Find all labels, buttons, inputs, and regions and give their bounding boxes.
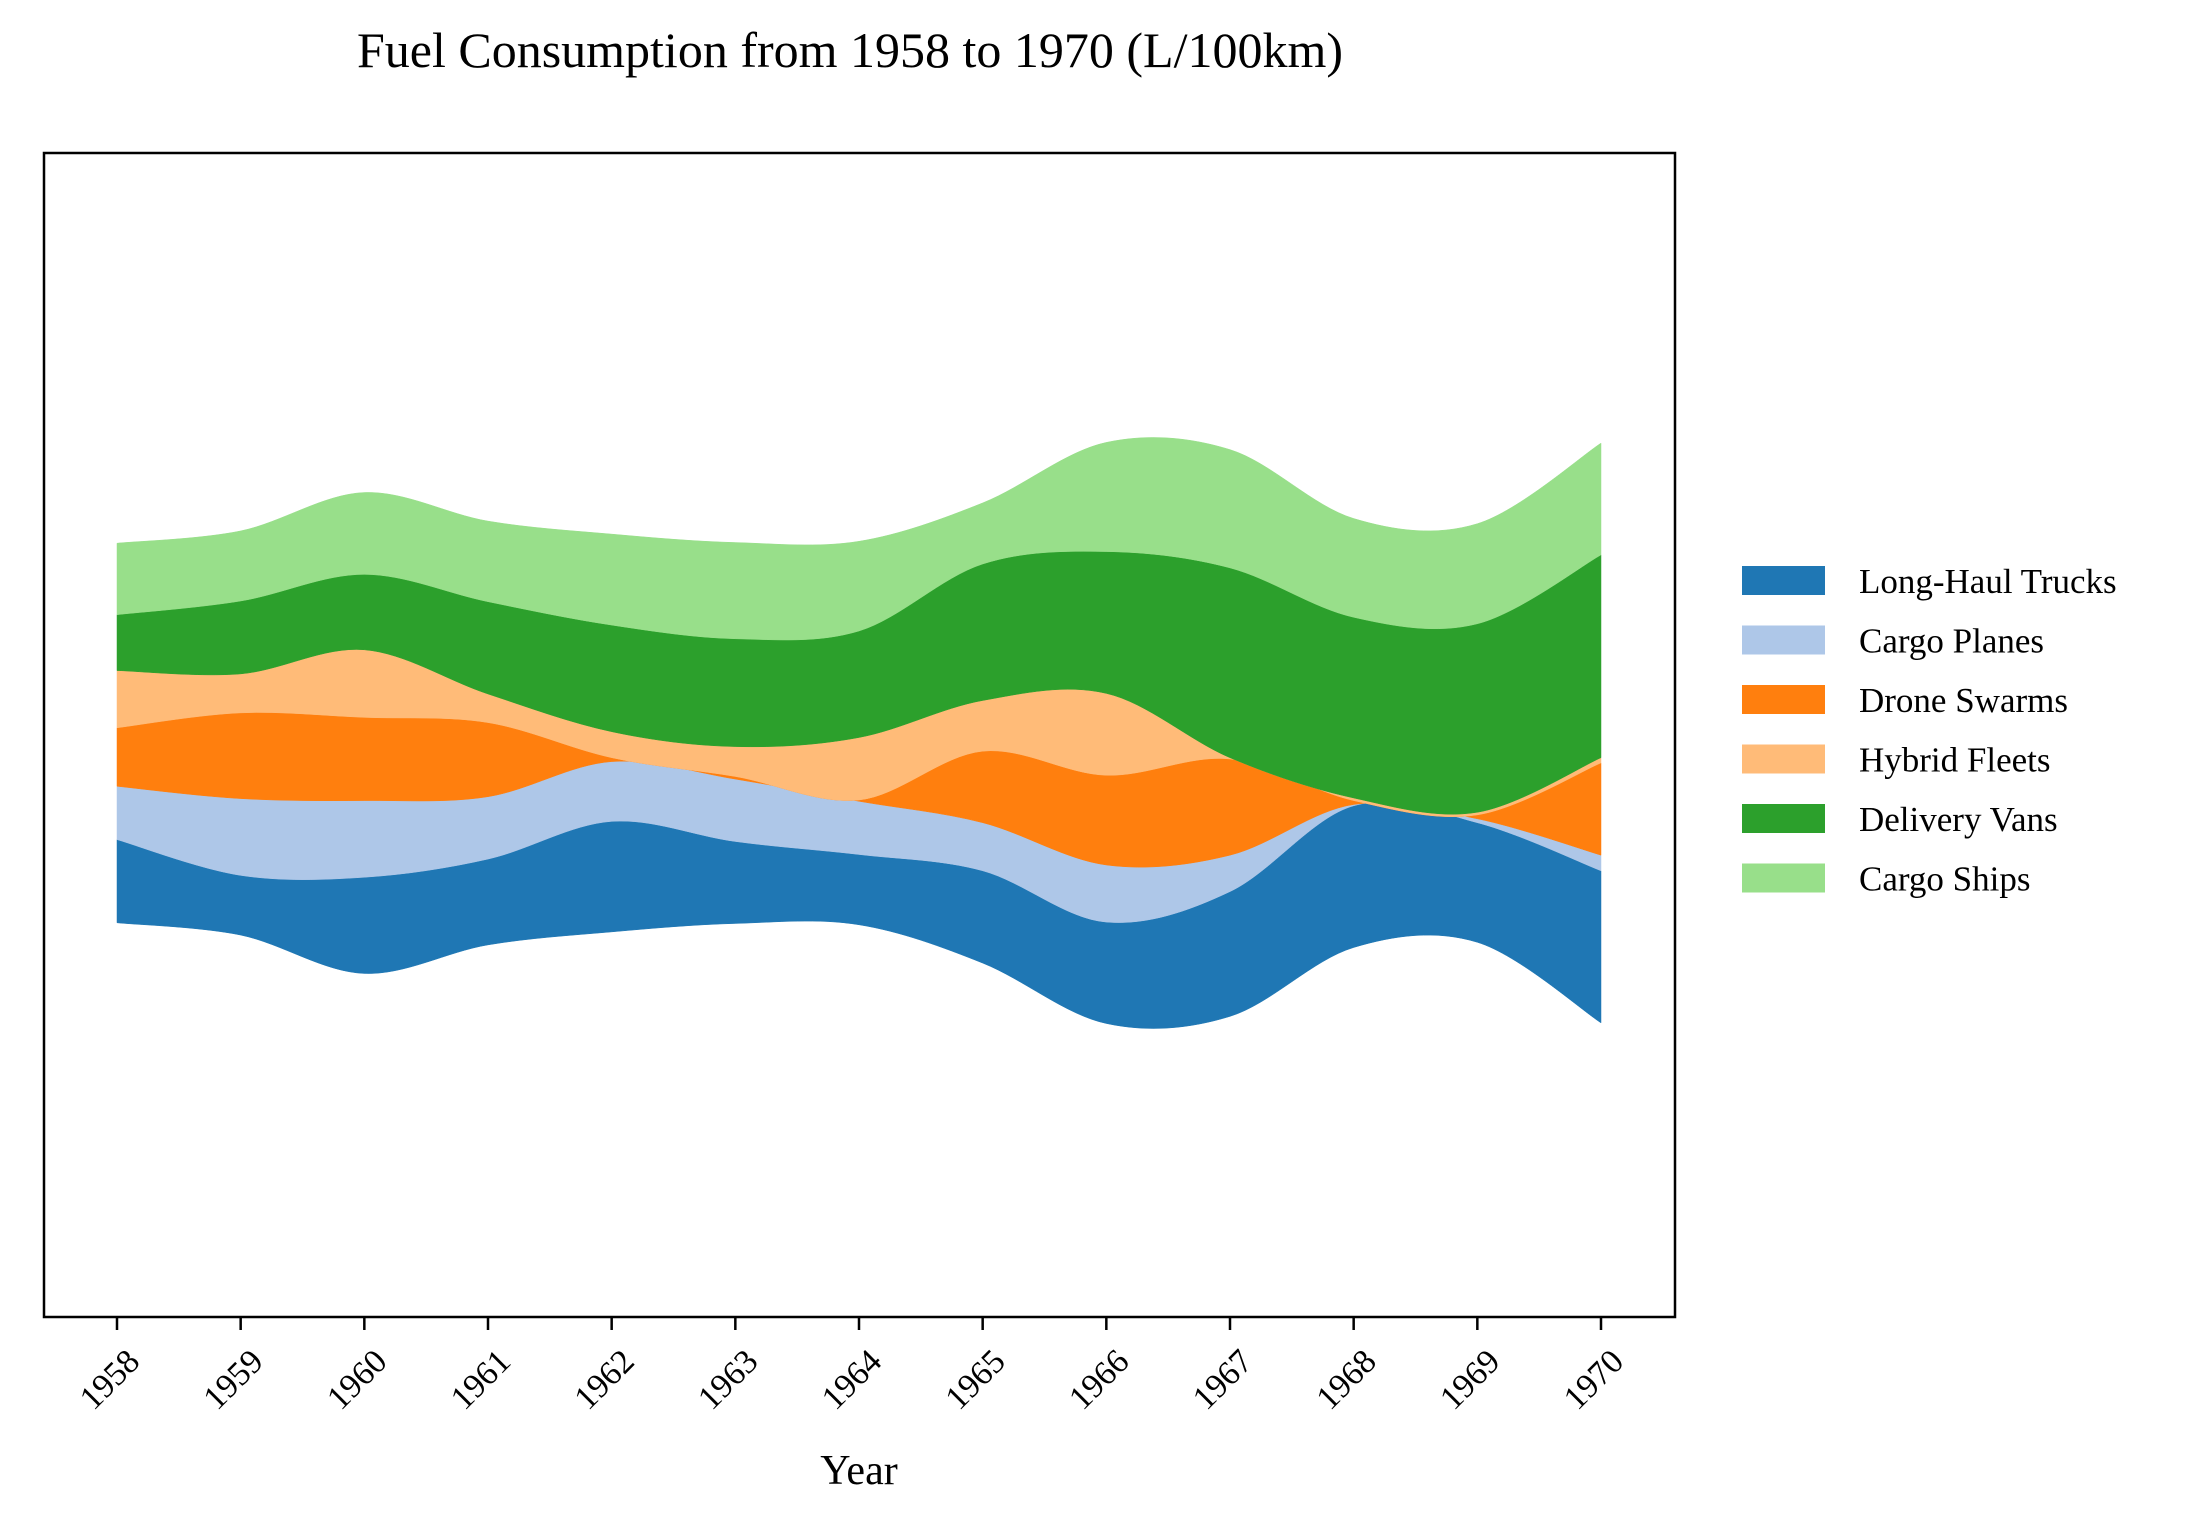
x-tick-label: 1960 bbox=[320, 1343, 394, 1417]
x-tick-label: 1962 bbox=[567, 1343, 641, 1417]
x-tick-label: 1959 bbox=[196, 1343, 270, 1417]
x-tick-label: 1967 bbox=[1186, 1343, 1260, 1417]
x-tick-label: 1964 bbox=[815, 1343, 889, 1417]
stream-cargo-ships bbox=[116, 437, 1602, 641]
legend-swatch bbox=[1742, 863, 1825, 893]
legend-label: Drone Swarms bbox=[1859, 681, 2068, 720]
x-tick-label: 1969 bbox=[1433, 1343, 1507, 1417]
legend-label: Delivery Vans bbox=[1859, 800, 2058, 839]
x-tick-label: 1965 bbox=[938, 1343, 1012, 1417]
x-tick-label: 1963 bbox=[691, 1343, 765, 1417]
legend-swatch bbox=[1742, 566, 1825, 595]
x-axis-label: Year bbox=[820, 1448, 897, 1494]
legend-label: Long-Haul Trucks bbox=[1859, 562, 2117, 601]
x-tick-label: 1970 bbox=[1557, 1343, 1631, 1417]
chart-title: Fuel Consumption from 1958 to 1970 (L/10… bbox=[357, 22, 1343, 78]
x-tick-label: 1966 bbox=[1062, 1343, 1136, 1417]
legend: Long-Haul Trucks Cargo Planes Drone Swarms… bbox=[1742, 562, 2117, 899]
x-tick-label: 1968 bbox=[1309, 1343, 1383, 1417]
legend-label: Cargo Planes bbox=[1859, 622, 2044, 661]
x-tick-label: 1958 bbox=[73, 1343, 147, 1417]
legend-swatch bbox=[1742, 625, 1825, 655]
x-axis-ticks: 1958 1959 1960 1961 1962 1963 1964 1965 1966 1967… bbox=[73, 1317, 1631, 1417]
stream-layers bbox=[116, 437, 1602, 1029]
legend-swatch bbox=[1742, 804, 1825, 833]
legend-swatch bbox=[1742, 744, 1825, 774]
legend-label: Cargo Ships bbox=[1859, 860, 2030, 899]
legend-label: Hybrid Fleets bbox=[1859, 741, 2051, 780]
x-tick-label: 1961 bbox=[444, 1343, 518, 1417]
legend-swatch bbox=[1742, 685, 1825, 714]
